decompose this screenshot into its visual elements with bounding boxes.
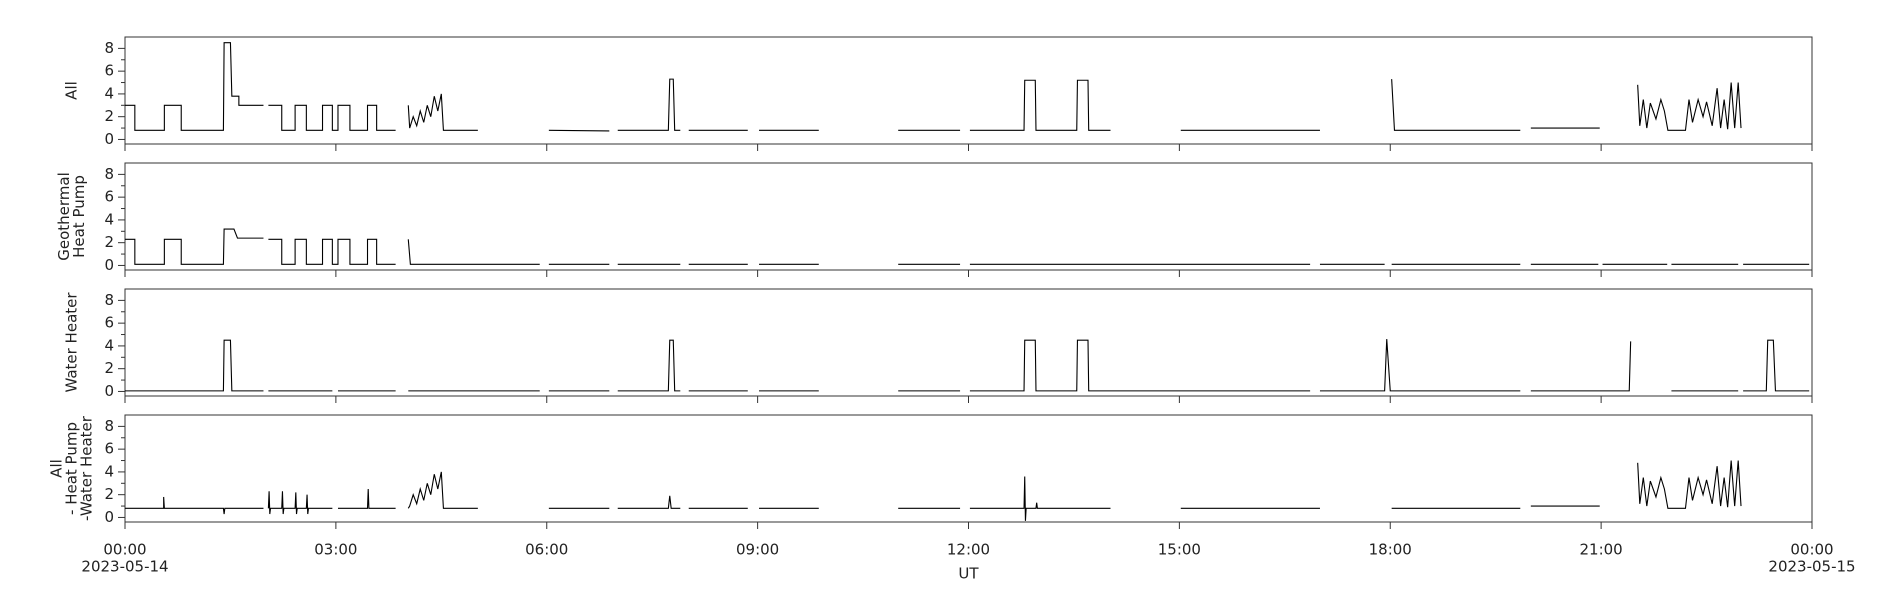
y-tick-label: 6 xyxy=(104,188,114,206)
y-axis-label: Water Heater xyxy=(63,292,81,393)
y-axis-label: Heat Pump xyxy=(70,175,88,258)
y-tick-label: 8 xyxy=(104,165,114,183)
y-tick-label: 2 xyxy=(104,107,114,125)
y-axis-label: All xyxy=(48,459,66,478)
y-tick-label: 6 xyxy=(104,314,114,332)
y-tick-label: 0 xyxy=(104,382,114,400)
y-tick-label: 4 xyxy=(104,462,114,480)
data-line xyxy=(125,228,1810,265)
y-tick-label: 6 xyxy=(104,440,114,458)
x-tick-date-label: 2023-05-14 xyxy=(81,558,168,576)
y-axis-label: Geothermal xyxy=(55,172,73,261)
y-tick-label: 0 xyxy=(104,130,114,148)
x-tick-label: 15:00 xyxy=(1158,541,1201,559)
y-tick-label: 2 xyxy=(104,485,114,503)
data-line xyxy=(125,339,1810,392)
x-tick-label: 00:00 xyxy=(103,541,146,559)
y-axis-label: All xyxy=(63,81,81,100)
y-tick-label: 0 xyxy=(104,508,114,526)
x-tick-label: 06:00 xyxy=(525,541,568,559)
y-tick-label: 4 xyxy=(104,336,114,354)
y-tick-label: 8 xyxy=(104,291,114,309)
x-tick-date-label: 2023-05-15 xyxy=(1768,558,1855,576)
x-tick-label: 21:00 xyxy=(1580,541,1623,559)
y-tick-label: 8 xyxy=(104,39,114,57)
x-tick-label: 12:00 xyxy=(947,541,990,559)
y-tick-label: 4 xyxy=(104,84,114,102)
y-tick-label: 2 xyxy=(104,359,114,377)
panel-frame xyxy=(124,288,1813,397)
y-tick-label: 8 xyxy=(104,417,114,435)
y-tick-label: 2 xyxy=(104,233,114,251)
x-tick-label: 00:00 xyxy=(1790,541,1833,559)
panel-frame xyxy=(124,162,1813,271)
x-tick-label: 18:00 xyxy=(1369,541,1412,559)
y-tick-label: 0 xyxy=(104,256,114,274)
data-line xyxy=(125,460,1742,521)
x-tick-label: 09:00 xyxy=(736,541,779,559)
y-tick-label: 6 xyxy=(104,62,114,80)
x-tick-label: 03:00 xyxy=(314,541,357,559)
y-axis-label: -Water Heater xyxy=(78,415,96,521)
data-line xyxy=(125,42,1742,132)
x-axis-label: UT xyxy=(958,565,979,583)
y-tick-label: 4 xyxy=(104,210,114,228)
y-axis-label: - Heat Pump xyxy=(63,422,81,515)
